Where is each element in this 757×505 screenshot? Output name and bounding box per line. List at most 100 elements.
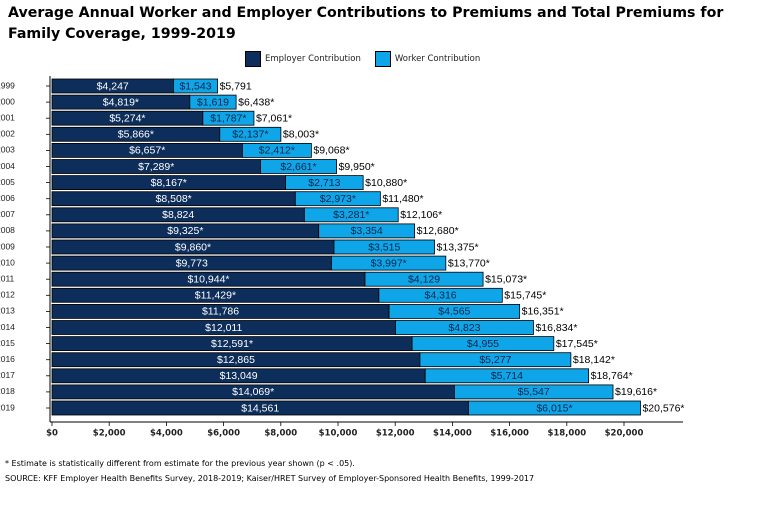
data-label-employer: $11,786 [202, 306, 239, 318]
data-label-worker: $2,713 [308, 177, 340, 189]
y-tick-label: 2000 [0, 96, 15, 106]
bar-worker [331, 255, 447, 271]
data-label-worker: $4,565 [438, 306, 470, 318]
bar-worker [364, 271, 484, 287]
bar-worker [189, 94, 237, 110]
data-label-worker: $6,015* [536, 402, 572, 414]
data-label-total: $6,438* [238, 96, 274, 108]
data-label-total: $12,680* [417, 225, 459, 237]
data-label-employer: $4,247 [97, 80, 129, 92]
x-tick-label: $10,000 [319, 429, 358, 439]
data-label-total: $9,068* [313, 145, 349, 157]
data-label-employer: $13,049 [220, 370, 258, 382]
legend-item-employer: Employer Contribution [245, 51, 361, 67]
y-tick-label: 2002 [0, 129, 15, 139]
data-label-worker: $4,955 [467, 338, 499, 350]
bar-worker [468, 400, 641, 416]
data-label-employer: $11,429* [195, 290, 236, 302]
data-label-worker: $1,787* [210, 112, 246, 124]
data-label-total: $18,764* [591, 370, 633, 382]
data-label-worker: $5,547 [518, 386, 550, 398]
x-tick-label: $8,000 [264, 429, 297, 439]
data-label-worker: $2,412* [259, 145, 295, 157]
data-label-total: $5,791 [220, 80, 252, 92]
bar-worker [219, 126, 282, 142]
chart-legend: Employer Contribution Worker Contributio… [245, 50, 494, 68]
y-tick-label: 2006 [0, 193, 15, 203]
y-tick-label: 2009 [0, 241, 15, 251]
data-label-total: $12,106* [400, 209, 442, 221]
y-tick-label: 2007 [0, 209, 15, 219]
data-label-total: $8,003* [283, 129, 319, 141]
data-label-employer: $7,289* [138, 161, 174, 173]
bar-worker [419, 352, 572, 368]
data-label-worker: $4,316 [425, 290, 457, 302]
data-label-worker: $5,277 [479, 354, 511, 366]
data-label-employer: $9,860* [175, 241, 211, 253]
x-tick-label: $20,000 [605, 429, 644, 439]
footnote-source: SOURCE: KFF Employer Health Benefits Sur… [5, 474, 535, 483]
bar-worker [388, 303, 521, 319]
data-label-worker: $5,714 [491, 370, 523, 382]
data-label-employer: $10,944* [187, 273, 229, 285]
y-tick-label: 2005 [0, 177, 15, 187]
y-tick-label: 2013 [0, 306, 15, 316]
data-label-employer: $14,561 [241, 402, 279, 414]
y-tick-label: 2008 [0, 225, 15, 235]
data-label-total: $17,545* [556, 338, 598, 350]
data-label-employer: $12,865 [217, 354, 255, 366]
y-tick-label: 2003 [0, 145, 15, 155]
data-label-total: $16,351* [522, 306, 564, 318]
bar-worker [303, 207, 399, 223]
data-label-total: $13,770* [448, 257, 490, 269]
bar-worker [285, 175, 364, 191]
y-tick-label: 2014 [0, 322, 15, 332]
data-label-employer: $8,508* [156, 193, 192, 205]
data-label-total: $15,073* [485, 273, 527, 285]
data-label-employer: $4,819* [103, 96, 139, 108]
data-label-total: $16,834* [535, 322, 577, 334]
data-label-worker: $3,997* [371, 257, 407, 269]
data-label-employer: $9,773 [176, 257, 208, 269]
bar-worker [411, 336, 555, 352]
x-tick-label: $2,000 [93, 429, 126, 439]
legend-label-worker: Worker Contribution [394, 54, 481, 64]
bar-worker [241, 142, 312, 158]
legend-swatch-employer [245, 51, 261, 67]
data-label-employer: $12,011 [205, 322, 242, 334]
data-label-total: $20,576* [642, 402, 684, 414]
bar-worker [333, 239, 435, 255]
x-tick-label: $0 [46, 429, 58, 439]
x-tick-label: $14,000 [433, 429, 472, 439]
bar-worker [294, 191, 381, 207]
data-label-worker: $1,543 [179, 80, 211, 92]
data-label-employer: $6,657* [129, 145, 165, 157]
bar-worker [424, 368, 590, 384]
data-label-worker: $1,619 [197, 96, 229, 108]
legend-swatch-worker [374, 51, 391, 67]
x-tick-label: $6,000 [207, 429, 240, 439]
data-label-total: $11,480* [382, 193, 423, 205]
bar-worker [453, 384, 614, 400]
data-label-employer: $5,274* [109, 112, 145, 124]
data-label-worker: $2,137* [232, 129, 268, 141]
x-tick-label: $4,000 [150, 429, 183, 439]
x-tick-label: $18,000 [547, 429, 586, 439]
y-tick-label: 2019 [0, 402, 15, 412]
data-label-employer: $12,591* [211, 338, 253, 350]
data-label-total: $10,880* [365, 177, 407, 189]
data-label-worker: $3,515 [368, 241, 400, 253]
bar-worker [378, 287, 503, 303]
data-label-total: $19,616* [615, 386, 657, 398]
y-tick-label: 2012 [0, 290, 15, 300]
data-label-employer: $5,866* [118, 129, 154, 141]
data-label-worker: $3,281* [333, 209, 369, 221]
data-label-worker: $3,354 [351, 225, 383, 237]
y-tick-label: 2015 [0, 338, 15, 348]
y-tick-label: 2004 [0, 161, 15, 171]
data-label-total: $9,950* [339, 161, 375, 173]
bar-worker [318, 223, 416, 239]
y-tick-label: 2011 [0, 273, 15, 283]
legend-item-worker: Worker Contribution [374, 51, 481, 67]
y-tick-label: 2018 [0, 386, 15, 396]
